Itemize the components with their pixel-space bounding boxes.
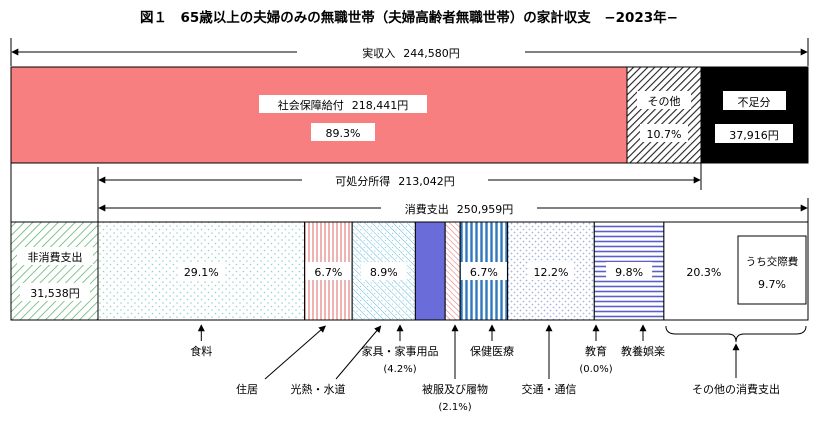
inner-box-entertainment bbox=[737, 235, 807, 305]
segment-label-bg bbox=[680, 262, 727, 280]
segment-label-bg bbox=[178, 262, 225, 280]
category-label-utilities: 光熱・水道 bbox=[291, 382, 346, 396]
category-label-education: 教育 bbox=[585, 344, 607, 358]
inner-label-entertainment: うち交際費 bbox=[746, 255, 799, 268]
segment-share-medical: 6.7% bbox=[470, 266, 498, 279]
category-sub-education: (0.0%) bbox=[579, 364, 612, 375]
consumption-brace: 消費支出 250,959円 bbox=[98, 198, 809, 222]
segment-share-utilities: 8.9% bbox=[370, 266, 398, 279]
bar-segment-household-goods bbox=[414, 221, 446, 321]
chart-title: 図１ 65歳以上の夫婦のみの無職世帯（夫婦高齢者無職世帯）の家計収支 −2023… bbox=[140, 9, 678, 26]
income-total-label: 実収入 244,580円 bbox=[362, 46, 460, 60]
callout-arrow-housing bbox=[264, 325, 326, 380]
bar-social-security bbox=[10, 66, 628, 164]
segment-share-culture: 9.8% bbox=[615, 266, 643, 279]
segment-share-housing: 6.7% bbox=[314, 266, 342, 279]
category-label-clothing: 被服及び履物 bbox=[422, 382, 488, 396]
segment-label-bg bbox=[606, 262, 653, 280]
inner-share-entertainment: 9.7% bbox=[758, 278, 786, 291]
category-label-housing: 住居 bbox=[236, 382, 258, 396]
category-label-medical: 保健医療 bbox=[470, 344, 514, 358]
disposable-label: 可処分所得 213,042円 bbox=[335, 175, 455, 188]
segment-share-other-consumption: 20.3% bbox=[686, 266, 721, 279]
segment-label-bg bbox=[460, 262, 507, 280]
income-other-share: 10.7% bbox=[647, 128, 682, 141]
callout-arrow-utilities bbox=[335, 325, 382, 380]
deficit-label: 不足分 bbox=[738, 96, 771, 109]
category-label-culture: 教養娯楽 bbox=[621, 344, 665, 358]
consumption-label: 消費支出 250,959円 bbox=[405, 202, 514, 216]
segment-share-food: 29.1% bbox=[184, 266, 219, 279]
disposable-brace: 可処分所得 213,042円 bbox=[10, 163, 702, 222]
category-label-transport: 交通・通信 bbox=[522, 382, 577, 396]
segment-label-bg bbox=[528, 262, 574, 280]
bar-deficit bbox=[700, 66, 809, 164]
bar-segment-clothing bbox=[444, 221, 461, 321]
bar-non-consumption bbox=[10, 221, 99, 321]
segment-label-bg bbox=[360, 262, 407, 280]
category-label-household-goods: 家具・家事用品 bbox=[362, 344, 439, 358]
income-other-label: その他 bbox=[648, 95, 681, 108]
segment-label-bg bbox=[305, 262, 352, 280]
category-sub-clothing: (2.1%) bbox=[438, 402, 471, 413]
bar-income-other bbox=[626, 66, 702, 164]
expenditure-bar: 非消費支出 31,538円 29.1% 6.7% 8.9% 6.7% 12.2% 9.8%… bbox=[10, 221, 809, 321]
non-consumption-label: 非消費支出 bbox=[28, 250, 83, 264]
category-sub-household-goods: (4.2%) bbox=[383, 364, 416, 375]
brace-other-consumption bbox=[665, 325, 807, 343]
deficit-amount: 37,916円 bbox=[729, 129, 779, 142]
income-brace: 実収入 244,580円 bbox=[10, 38, 809, 66]
non-consumption-amount: 31,538円 bbox=[30, 287, 80, 300]
category-label-food: 食料 bbox=[190, 344, 212, 358]
social-security-label: 社会保障給付 218,441円 bbox=[278, 98, 409, 112]
social-security-share: 89.3% bbox=[326, 127, 361, 140]
category-label-other-consumption: その他の消費支出 bbox=[692, 382, 780, 396]
segment-share-transport: 12.2% bbox=[534, 266, 569, 279]
income-bar: 社会保障給付 218,441円 89.3% その他 10.7% 不足分 37,91… bbox=[10, 66, 809, 164]
